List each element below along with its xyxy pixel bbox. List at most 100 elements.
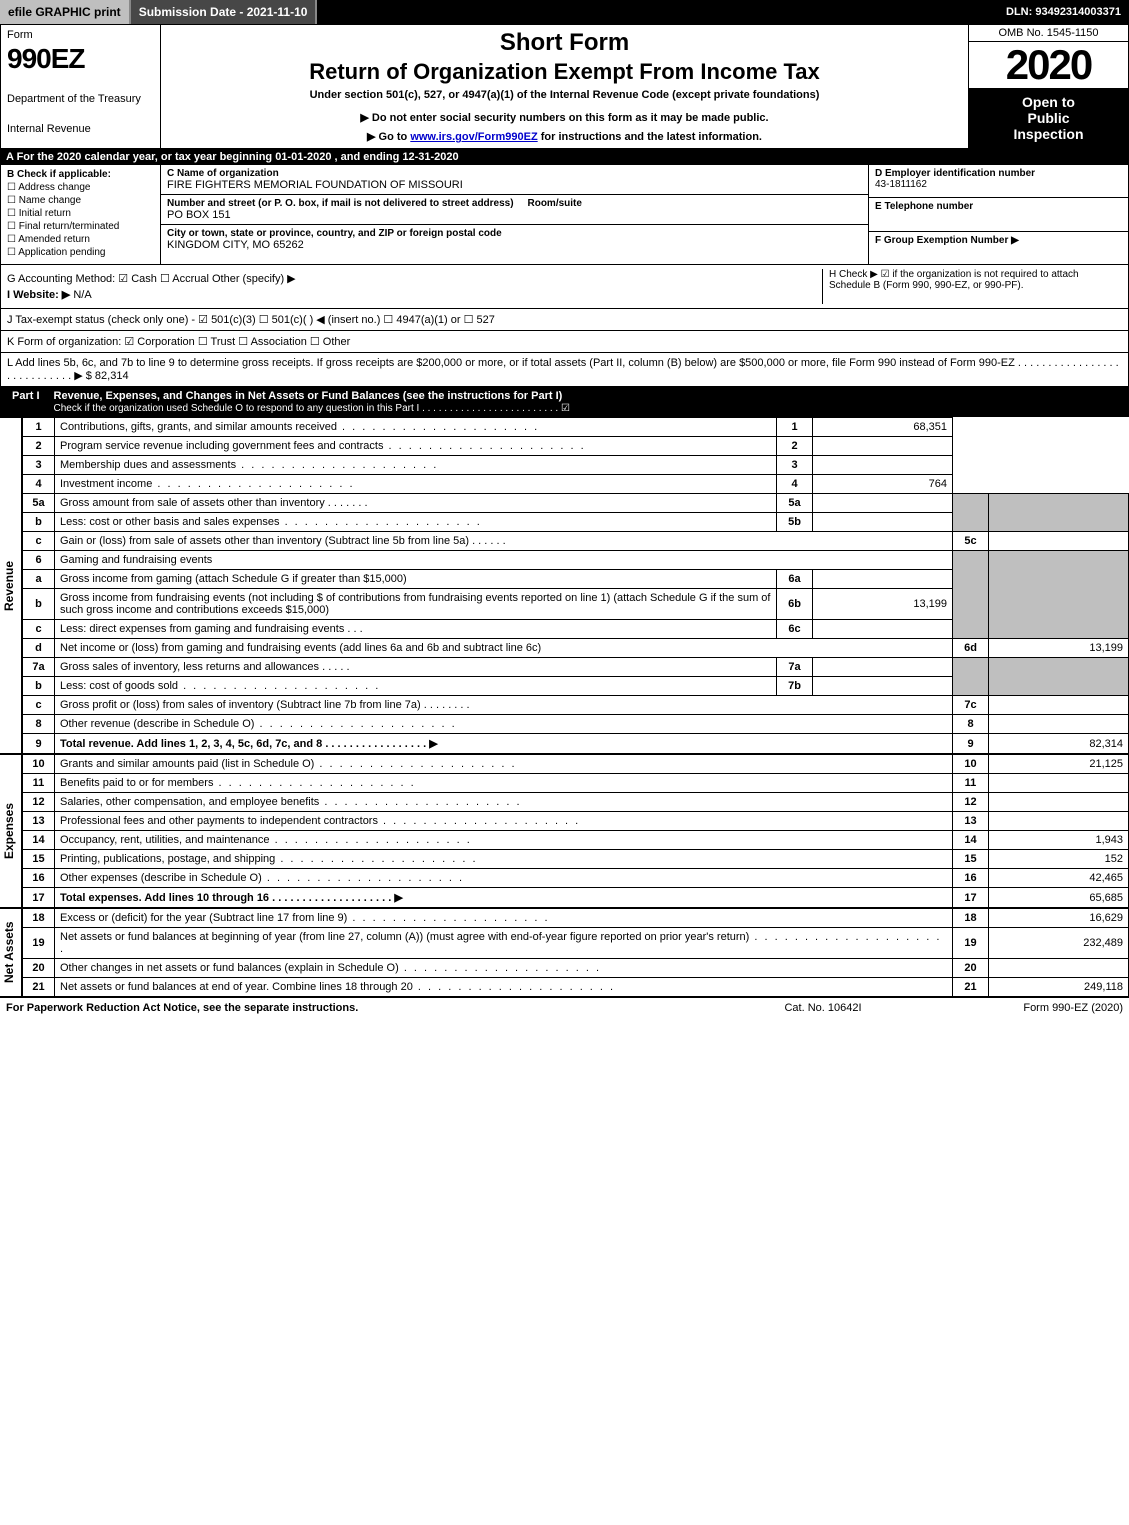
cb-address-change[interactable]: Address change	[7, 182, 154, 193]
cb-application-pending[interactable]: Application pending	[7, 247, 154, 258]
form-ref: Form 990-EZ (2020)	[923, 1002, 1123, 1014]
part1-tag: Part I	[6, 390, 46, 414]
dln-label: DLN: 93492314003371	[998, 6, 1129, 18]
open-line3: Inspection	[973, 126, 1124, 142]
city-label: City or town, state or province, country…	[167, 228, 502, 239]
line-15: 15Printing, publications, postage, and s…	[23, 850, 1129, 869]
line-7a: 7aGross sales of inventory, less returns…	[23, 658, 1129, 677]
ein-label: D Employer identification number	[875, 168, 1122, 179]
header-left: Form 990EZ Department of the Treasury In…	[1, 25, 161, 148]
open-line1: Open to	[973, 94, 1124, 110]
row-l: L Add lines 5b, 6c, and 7b to line 9 to …	[0, 353, 1129, 387]
line-6: 6Gaming and fundraising events	[23, 551, 1129, 570]
line-4: 4Investment income4764	[23, 475, 1129, 494]
line-18: 18Excess or (deficit) for the year (Subt…	[23, 909, 1129, 928]
under-section-text: Under section 501(c), 527, or 4947(a)(1)…	[169, 89, 960, 101]
form-number: 990EZ	[7, 43, 154, 75]
room-label: Room/suite	[527, 198, 581, 209]
omb-number: OMB No. 1545-1150	[969, 25, 1128, 42]
addr-label: Number and street (or P. O. box, if mail…	[167, 198, 514, 209]
box-f: F Group Exemption Number ▶	[869, 232, 1128, 264]
box-b-title: B Check if applicable:	[7, 169, 154, 180]
page-footer: For Paperwork Reduction Act Notice, see …	[0, 997, 1129, 1018]
website-value: N/A	[73, 289, 91, 301]
netassets-section: Net Assets 18Excess or (deficit) for the…	[0, 908, 1129, 997]
cb-amended-return[interactable]: Amended return	[7, 234, 154, 245]
submission-date-label: Submission Date - 2021-11-10	[131, 0, 318, 24]
part1-title: Revenue, Expenses, and Changes in Net As…	[54, 390, 1123, 414]
part1-header: Part I Revenue, Expenses, and Changes in…	[0, 387, 1129, 417]
line-6d: dNet income or (loss) from gaming and fu…	[23, 639, 1129, 658]
line-14: 14Occupancy, rent, utilities, and mainte…	[23, 831, 1129, 850]
irs-link[interactable]: www.irs.gov/Form990EZ	[410, 131, 537, 143]
open-to-public: Open to Public Inspection	[969, 88, 1128, 148]
box-e: E Telephone number	[869, 198, 1128, 231]
website-label: I Website: ▶	[7, 289, 70, 301]
netassets-side-label: Net Assets	[0, 908, 22, 997]
ein-value: 43-1811162	[875, 179, 1122, 190]
header-mid: Short Form Return of Organization Exempt…	[161, 25, 968, 148]
org-addr: PO BOX 151	[167, 209, 231, 221]
phone-label: E Telephone number	[875, 201, 1122, 212]
line-13: 13Professional fees and other payments t…	[23, 812, 1129, 831]
cb-initial-return[interactable]: Initial return	[7, 208, 154, 219]
line-9: 9Total revenue. Add lines 1, 2, 3, 4, 5c…	[23, 734, 1129, 754]
ssn-warning: ▶ Do not enter social security numbers o…	[169, 111, 960, 124]
revenue-table: 1Contributions, gifts, grants, and simil…	[22, 417, 1129, 754]
group-exempt-label: F Group Exemption Number ▶	[875, 235, 1122, 246]
expenses-table: 10Grants and similar amounts paid (list …	[22, 754, 1129, 908]
form-header: Form 990EZ Department of the Treasury In…	[0, 24, 1129, 149]
revenue-side-label: Revenue	[0, 417, 22, 754]
row-a-tax-year: A For the 2020 calendar year, or tax yea…	[0, 149, 1129, 165]
line-17: 17Total expenses. Add lines 10 through 1…	[23, 888, 1129, 908]
open-line2: Public	[973, 110, 1124, 126]
line-16: 16Other expenses (describe in Schedule O…	[23, 869, 1129, 888]
goto-post: for instructions and the latest informat…	[541, 131, 762, 143]
short-form-title: Short Form	[169, 29, 960, 57]
expenses-side-label: Expenses	[0, 754, 22, 908]
paperwork-notice: For Paperwork Reduction Act Notice, see …	[6, 1002, 723, 1014]
org-city: KINGDOM CITY, MO 65262	[167, 239, 304, 251]
line-11: 11Benefits paid to or for members11	[23, 774, 1129, 793]
netassets-table: 18Excess or (deficit) for the year (Subt…	[22, 908, 1129, 997]
accounting-method: G Accounting Method: ☑ Cash ☐ Accrual Ot…	[7, 272, 822, 285]
top-bar: efile GRAPHIC print Submission Date - 20…	[0, 0, 1129, 24]
row-j: J Tax-exempt status (check only one) - ☑…	[0, 309, 1129, 331]
box-def: D Employer identification number 43-1811…	[868, 165, 1128, 264]
box-d: D Employer identification number 43-1811…	[869, 165, 1128, 198]
header-right: OMB No. 1545-1150 2020 Open to Public In…	[968, 25, 1128, 148]
line-7c: cGross profit or (loss) from sales of in…	[23, 696, 1129, 715]
line-12: 12Salaries, other compensation, and empl…	[23, 793, 1129, 812]
org-addr-cell: Number and street (or P. O. box, if mail…	[161, 195, 868, 225]
goto-line: ▶ Go to www.irs.gov/Form990EZ for instru…	[169, 130, 960, 143]
tax-year: 2020	[969, 42, 1128, 88]
part1-title-text: Revenue, Expenses, and Changes in Net As…	[54, 390, 563, 402]
line-21: 21Net assets or fund balances at end of …	[23, 978, 1129, 997]
dept-treasury: Department of the Treasury	[7, 93, 154, 105]
line-2: 2Program service revenue including gover…	[23, 437, 1129, 456]
line-8: 8Other revenue (describe in Schedule O)8	[23, 715, 1129, 734]
line-3: 3Membership dues and assessments3	[23, 456, 1129, 475]
dept-irs: Internal Revenue	[7, 123, 154, 135]
line-19: 19Net assets or fund balances at beginni…	[23, 928, 1129, 959]
line-1: 1Contributions, gifts, grants, and simil…	[23, 418, 1129, 437]
org-name-cell: C Name of organization FIRE FIGHTERS MEM…	[161, 165, 868, 195]
expenses-section: Expenses 10Grants and similar amounts pa…	[0, 754, 1129, 908]
cb-name-change[interactable]: Name change	[7, 195, 154, 206]
line-20: 20Other changes in net assets or fund ba…	[23, 959, 1129, 978]
line-10: 10Grants and similar amounts paid (list …	[23, 755, 1129, 774]
org-name: FIRE FIGHTERS MEMORIAL FOUNDATION OF MIS…	[167, 179, 463, 191]
info-block: B Check if applicable: Address change Na…	[0, 165, 1129, 265]
org-name-label: C Name of organization	[167, 168, 279, 179]
goto-pre: ▶ Go to	[367, 131, 410, 143]
efile-print-label: efile GRAPHIC print	[0, 0, 131, 24]
row-g-h: G Accounting Method: ☑ Cash ☐ Accrual Ot…	[0, 265, 1129, 309]
cb-final-return[interactable]: Final return/terminated	[7, 221, 154, 232]
box-c: C Name of organization FIRE FIGHTERS MEM…	[161, 165, 868, 264]
row-k: K Form of organization: ☑ Corporation ☐ …	[0, 331, 1129, 353]
line-5a: 5aGross amount from sale of assets other…	[23, 494, 1129, 513]
form-word: Form	[7, 29, 154, 41]
row-i: I Website: ▶ N/A	[7, 288, 822, 301]
row-g: G Accounting Method: ☑ Cash ☐ Accrual Ot…	[7, 269, 822, 304]
part1-sub: Check if the organization used Schedule …	[54, 403, 570, 414]
